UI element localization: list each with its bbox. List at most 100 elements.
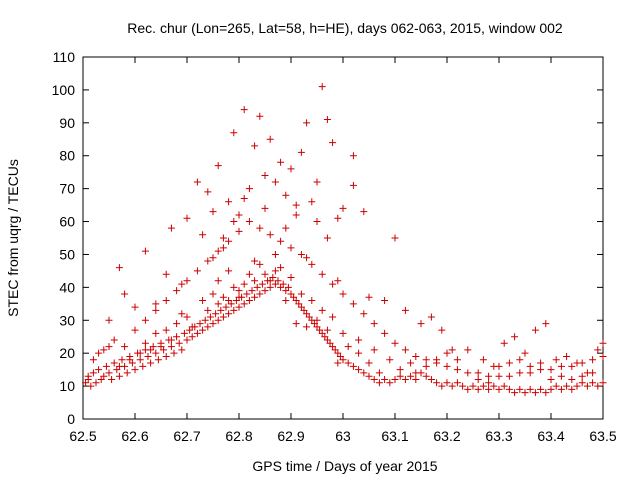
data-point — [303, 119, 311, 127]
data-point — [391, 234, 399, 242]
data-point — [175, 339, 183, 347]
data-point — [547, 366, 555, 374]
y-axis-title: STEC from uqrg / TECUs — [5, 159, 21, 317]
data-point — [266, 135, 274, 143]
data-point — [427, 313, 435, 321]
data-point — [355, 366, 363, 374]
data-point — [547, 376, 555, 384]
data-point — [235, 211, 243, 219]
x-tick-label: 62.9 — [277, 428, 304, 444]
data-point — [401, 376, 409, 384]
data-point — [206, 313, 214, 321]
data-point — [157, 343, 165, 351]
data-point — [209, 320, 217, 328]
x-tick-label: 63.1 — [381, 428, 408, 444]
data-point — [323, 326, 331, 334]
data-point — [167, 343, 175, 351]
data-point — [230, 306, 238, 314]
data-point — [141, 339, 149, 347]
data-point — [375, 369, 383, 377]
data-point — [240, 300, 248, 308]
data-point — [240, 280, 248, 288]
data-point — [490, 382, 498, 390]
x-tick-label: 62.5 — [69, 428, 96, 444]
data-point — [531, 389, 539, 397]
data-point — [589, 369, 597, 377]
data-point — [271, 250, 279, 258]
data-point — [542, 389, 550, 397]
data-point — [578, 379, 586, 387]
data-point — [204, 306, 212, 314]
data-point — [123, 369, 131, 377]
data-point — [443, 349, 451, 357]
data-point — [313, 316, 321, 324]
data-point — [219, 234, 227, 242]
data-point — [201, 316, 209, 324]
data-point — [188, 323, 196, 331]
data-point — [292, 320, 300, 328]
data-point — [308, 297, 316, 305]
data-point — [526, 385, 534, 393]
data-point — [225, 267, 233, 275]
data-point — [126, 356, 134, 364]
data-point — [115, 372, 123, 380]
data-point — [360, 310, 368, 318]
data-point — [131, 326, 139, 334]
data-point — [178, 310, 186, 318]
data-point — [334, 277, 342, 285]
data-point — [204, 257, 212, 265]
data-point — [282, 191, 290, 199]
y-tick-label: 0 — [67, 411, 75, 427]
data-point — [485, 385, 493, 393]
data-point — [370, 320, 378, 328]
data-point — [308, 260, 316, 268]
data-point — [102, 362, 110, 370]
data-point — [139, 362, 147, 370]
y-tick-label: 10 — [59, 378, 75, 394]
data-point — [89, 356, 97, 364]
data-point — [365, 293, 373, 301]
data-point — [505, 372, 513, 380]
data-point — [204, 188, 212, 196]
data-point — [105, 316, 113, 324]
data-point — [474, 385, 482, 393]
data-point — [193, 329, 201, 337]
data-point — [505, 359, 513, 367]
data-point — [87, 382, 95, 390]
data-point — [235, 303, 243, 311]
data-point — [537, 385, 545, 393]
data-point — [297, 290, 305, 298]
data-point — [427, 376, 435, 384]
data-point — [365, 372, 373, 380]
data-point — [266, 283, 274, 291]
data-point — [511, 333, 519, 341]
y-tick-label: 110 — [53, 49, 76, 65]
data-point — [84, 372, 92, 380]
data-point — [459, 382, 467, 390]
x-tick-label: 62.7 — [173, 428, 200, 444]
data-point — [391, 376, 399, 384]
data-point — [196, 320, 204, 328]
data-point — [178, 280, 186, 288]
data-point — [370, 346, 378, 354]
data-point — [131, 303, 139, 311]
data-point — [334, 359, 342, 367]
data-point — [199, 231, 207, 239]
data-point — [339, 356, 347, 364]
data-point — [599, 352, 607, 360]
data-point — [583, 382, 591, 390]
data-point — [370, 376, 378, 384]
data-point — [557, 372, 565, 380]
data-point — [334, 214, 342, 222]
data-point — [154, 356, 162, 364]
data-point — [214, 316, 222, 324]
data-point — [261, 204, 269, 212]
data-point — [329, 313, 337, 321]
data-point — [144, 352, 152, 360]
data-point — [318, 270, 326, 278]
data-point — [448, 346, 456, 354]
data-point — [121, 290, 129, 298]
data-point — [225, 310, 233, 318]
data-point — [308, 198, 316, 206]
data-point — [136, 356, 144, 364]
